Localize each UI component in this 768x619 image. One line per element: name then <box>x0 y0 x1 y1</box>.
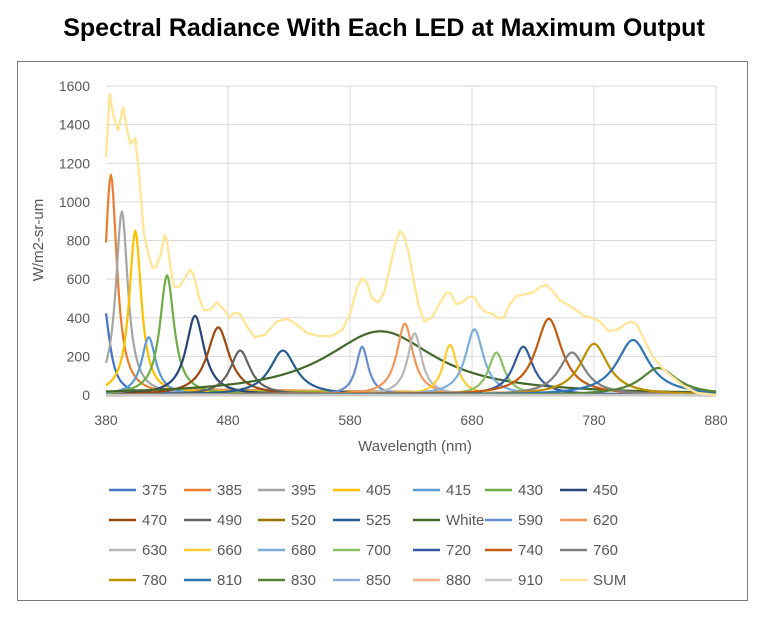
legend-label: 415 <box>446 482 471 499</box>
legend-label: 525 <box>366 512 391 529</box>
legend-label: 395 <box>291 482 316 499</box>
legend-label: 490 <box>217 512 242 529</box>
y-tick-label: 1600 <box>59 78 90 94</box>
legend-label: 830 <box>291 572 316 589</box>
y-tick-label: 1000 <box>59 194 90 210</box>
x-tick-label: 580 <box>338 412 362 428</box>
x-tick-label: 780 <box>582 412 606 428</box>
legend-label: 700 <box>366 542 391 559</box>
legend-label: 630 <box>142 542 167 559</box>
legend-label: 430 <box>518 482 543 499</box>
series-line-sum <box>104 92 717 397</box>
series-line-780 <box>105 342 717 397</box>
y-tick-label: 1200 <box>59 155 90 171</box>
x-tick-label: 680 <box>460 412 484 428</box>
series-line-405 <box>105 229 717 397</box>
x-tick-label: 480 <box>216 412 240 428</box>
series-line-810 <box>105 338 717 397</box>
y-tick-label: 200 <box>67 348 91 364</box>
legend-label: 620 <box>593 512 618 529</box>
chart-frame <box>17 61 748 601</box>
legend-label: 470 <box>142 512 167 529</box>
legend-label: 680 <box>291 542 316 559</box>
legend-label: 760 <box>593 542 618 559</box>
y-tick-label: 800 <box>67 233 91 249</box>
y-axis-title: W/m2-sr-um <box>30 199 47 282</box>
legend-label: 590 <box>518 512 543 529</box>
legend-label: 385 <box>217 482 242 499</box>
legend-label: 520 <box>291 512 316 529</box>
chart-title: Spectral Radiance With Each LED at Maxim… <box>63 14 705 42</box>
series-line-430 <box>105 274 717 397</box>
series-line-395 <box>104 210 717 397</box>
series-line-620 <box>105 322 717 397</box>
legend-label: 405 <box>366 482 391 499</box>
legend-label: 810 <box>217 572 242 589</box>
legend-label: 740 <box>518 542 543 559</box>
x-tick-label: 380 <box>94 412 118 428</box>
series-line-830 <box>105 366 717 397</box>
legend-label: 450 <box>593 482 618 499</box>
legend-label: 910 <box>518 572 543 589</box>
legend-label: 850 <box>366 572 391 589</box>
y-tick-label: 1400 <box>59 117 90 133</box>
legend-label: SUM <box>593 572 626 589</box>
legend-label: 660 <box>217 542 242 559</box>
legend-label: 720 <box>446 542 471 559</box>
legend-label: 880 <box>446 572 471 589</box>
legend: 375 385 395 405 415 430 450 470 490 520 525 White 59… <box>109 482 626 589</box>
y-tick-label: 600 <box>67 271 91 287</box>
series-line-385 <box>104 173 717 397</box>
x-tick-label: 880 <box>704 412 728 428</box>
legend-label: White <box>446 512 484 529</box>
legend-label: 780 <box>142 572 167 589</box>
axes: 0 200 400 600 800 1000 1200 1400 1600 380 480 580 68… <box>30 78 728 455</box>
series-lines <box>104 92 717 397</box>
y-tick-label: 0 <box>82 387 90 403</box>
x-axis-title: Wavelength (nm) <box>358 438 472 455</box>
y-tick-label: 400 <box>67 310 91 326</box>
series-line-630 <box>105 332 717 397</box>
legend-label: 375 <box>142 482 167 499</box>
series-line-470 <box>105 326 717 397</box>
